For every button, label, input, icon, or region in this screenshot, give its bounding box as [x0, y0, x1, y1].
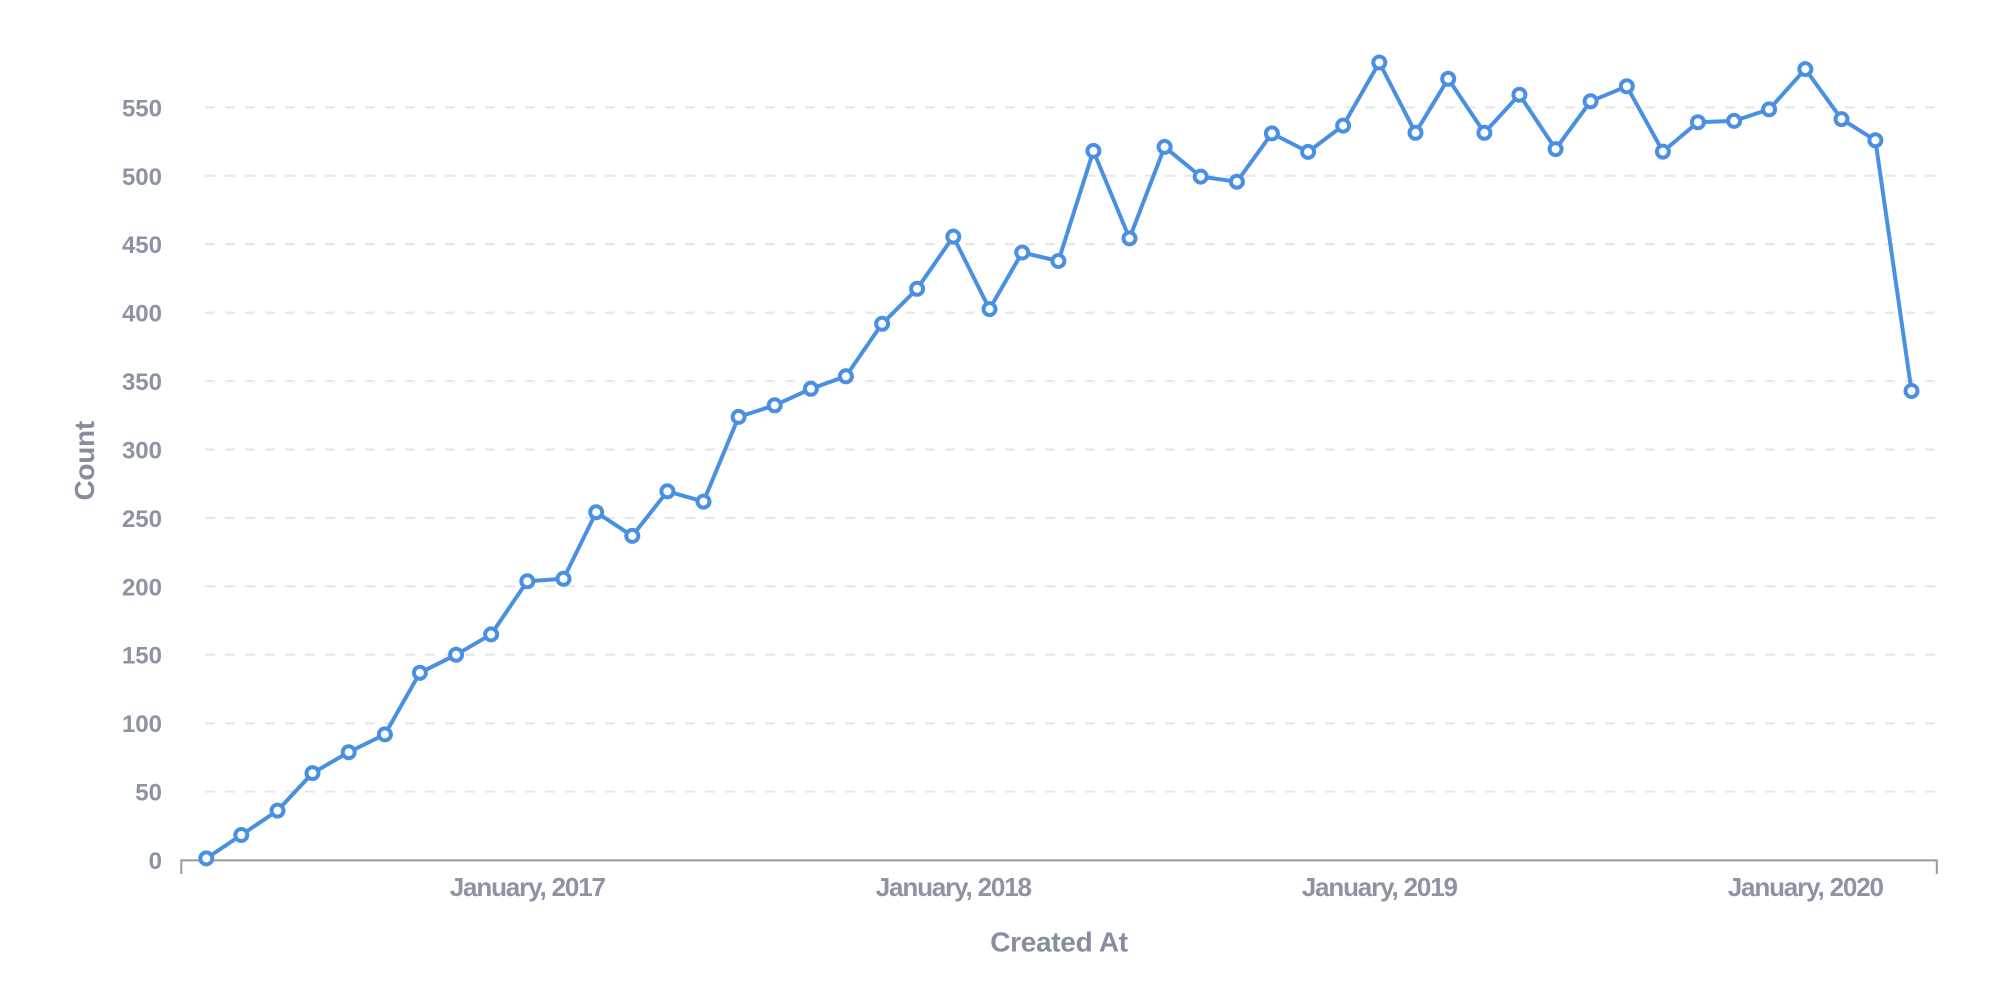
svg-text:0: 0 [149, 848, 162, 875]
svg-text:550: 550 [122, 95, 162, 122]
svg-text:200: 200 [122, 574, 162, 601]
svg-text:Count: Count [69, 421, 100, 500]
svg-text:400: 400 [122, 301, 162, 328]
svg-text:150: 150 [122, 643, 162, 670]
svg-text:January, 2018: January, 2018 [876, 872, 1032, 902]
svg-text:500: 500 [122, 164, 162, 191]
svg-text:250: 250 [122, 506, 162, 533]
svg-text:300: 300 [122, 438, 162, 465]
svg-text:January, 2019: January, 2019 [1302, 872, 1458, 902]
svg-text:Created At: Created At [990, 927, 1128, 958]
svg-text:50: 50 [135, 780, 162, 807]
svg-text:350: 350 [122, 369, 162, 396]
svg-text:100: 100 [122, 711, 162, 738]
svg-text:450: 450 [122, 232, 162, 259]
svg-text:January, 2020: January, 2020 [1728, 872, 1884, 902]
svg-text:January, 2017: January, 2017 [450, 872, 606, 902]
